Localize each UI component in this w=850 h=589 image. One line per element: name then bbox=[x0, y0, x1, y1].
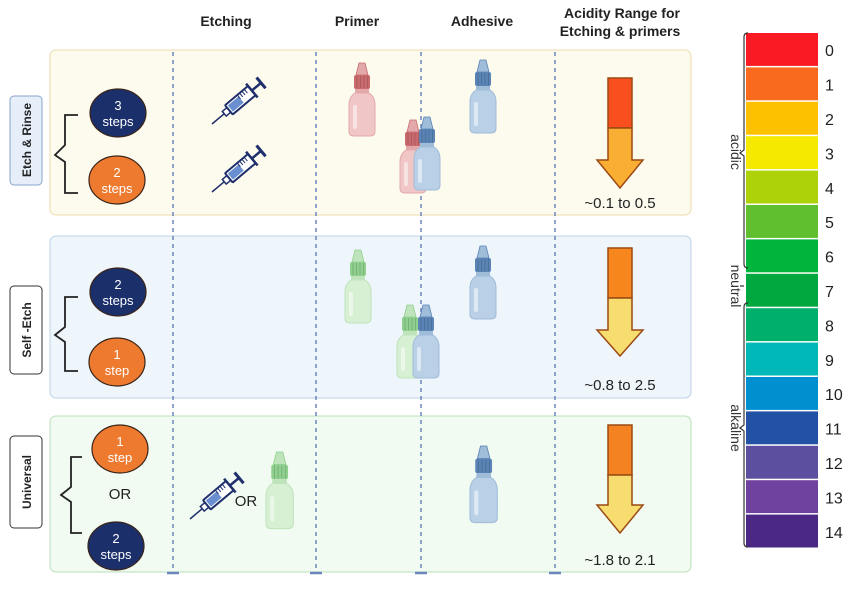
step-unit: steps bbox=[100, 547, 132, 562]
ph-value-9: 9 bbox=[825, 353, 834, 370]
green-bottle-icon bbox=[265, 451, 294, 530]
ph-value-2: 2 bbox=[825, 112, 834, 129]
syringe-icon bbox=[211, 144, 267, 193]
or-label-etching: OR bbox=[235, 493, 258, 510]
acidity-range-universal: ~1.8 to 2.1 bbox=[584, 552, 655, 569]
acidity-range-self-etch: ~0.8 to 2.5 bbox=[584, 377, 655, 394]
row-label-etch-rinse: Etch & Rinse bbox=[9, 95, 43, 186]
blue-bottle-icon bbox=[469, 245, 497, 320]
row-label-text: Etch & Rinse bbox=[20, 103, 34, 177]
ph-band-13 bbox=[746, 480, 818, 514]
syringe-icon bbox=[189, 471, 245, 520]
blue-bottle-icon bbox=[412, 304, 440, 379]
blue-bottle-icon bbox=[413, 116, 441, 191]
blue-bottle-icon bbox=[469, 445, 498, 524]
ph-value-13: 13 bbox=[825, 490, 843, 507]
ph-band-4 bbox=[746, 170, 818, 204]
header-etching: Etching bbox=[200, 13, 251, 29]
ph-band-6 bbox=[746, 239, 818, 273]
ph-band-9 bbox=[746, 342, 818, 376]
ph-band-12 bbox=[746, 445, 818, 479]
syringe-icon bbox=[211, 76, 267, 125]
ph-band-3 bbox=[746, 136, 818, 170]
header-primer: Primer bbox=[335, 13, 380, 29]
ph-value-14: 14 bbox=[825, 525, 843, 542]
ph-label-acidic: acidic bbox=[728, 134, 744, 170]
ph-band-8 bbox=[746, 308, 818, 342]
row-label-text: Self -Etch bbox=[20, 302, 34, 357]
header-acidity-line1: Acidity Range for bbox=[564, 5, 680, 21]
ph-value-11: 11 bbox=[825, 422, 842, 439]
step-count: 1 bbox=[113, 347, 120, 362]
step-unit: steps bbox=[101, 181, 133, 196]
ph-value-4: 4 bbox=[825, 181, 834, 198]
braces bbox=[53, 114, 82, 534]
step-count: 2 bbox=[114, 277, 121, 292]
ph-brackets bbox=[739, 32, 749, 548]
ph-value-8: 8 bbox=[825, 318, 834, 335]
acidity-arrow bbox=[595, 424, 645, 535]
ph-band-14 bbox=[746, 514, 818, 548]
row-label-self-etch: Self -Etch bbox=[9, 285, 43, 375]
ph-band-11 bbox=[746, 411, 818, 445]
pink-bottle-icon bbox=[348, 62, 376, 137]
step-count: 3 bbox=[114, 98, 121, 113]
ph-value-0: 0 bbox=[825, 43, 834, 60]
step-unit: step bbox=[108, 450, 133, 465]
header-adhesive: Adhesive bbox=[451, 13, 513, 29]
blue-bottle-icon bbox=[469, 59, 497, 134]
header-acidity-line2: Etching & primers bbox=[560, 23, 681, 39]
row-label-text: Universal bbox=[20, 455, 34, 509]
step-count: 2 bbox=[113, 165, 120, 180]
row-label-universal: Universal bbox=[9, 435, 43, 529]
ph-value-6: 6 bbox=[825, 250, 834, 267]
ph-value-5: 5 bbox=[825, 215, 834, 232]
step-count: 2 bbox=[112, 531, 119, 546]
acidity-arrow bbox=[595, 247, 645, 358]
ph-band-5 bbox=[746, 205, 818, 238]
step-unit: step bbox=[105, 363, 130, 378]
acidity-arrow bbox=[595, 77, 645, 190]
ph-label-neutral: neutral bbox=[728, 265, 744, 308]
step-count: 1 bbox=[116, 434, 123, 449]
step-unit: steps bbox=[102, 293, 134, 308]
ph-band-10 bbox=[746, 377, 818, 410]
ph-value-10: 10 bbox=[825, 387, 843, 404]
ph-band-2 bbox=[746, 101, 818, 135]
ph-value-3: 3 bbox=[825, 146, 834, 163]
ph-label-alkaline: alkaline bbox=[728, 404, 744, 452]
ph-band-0 bbox=[746, 33, 818, 66]
acidity-range-etch-rinse: ~0.1 to 0.5 bbox=[584, 195, 655, 212]
ph-value-7: 7 bbox=[825, 284, 834, 301]
or-label-steps: OR bbox=[109, 486, 132, 503]
ph-value-12: 12 bbox=[825, 456, 843, 473]
ph-value-1: 1 bbox=[825, 78, 834, 95]
ph-band-7 bbox=[746, 273, 818, 307]
ph-band-1 bbox=[746, 67, 818, 101]
step-unit: steps bbox=[102, 114, 134, 129]
panel-universal bbox=[49, 415, 692, 573]
green-bottle-icon bbox=[344, 249, 372, 324]
